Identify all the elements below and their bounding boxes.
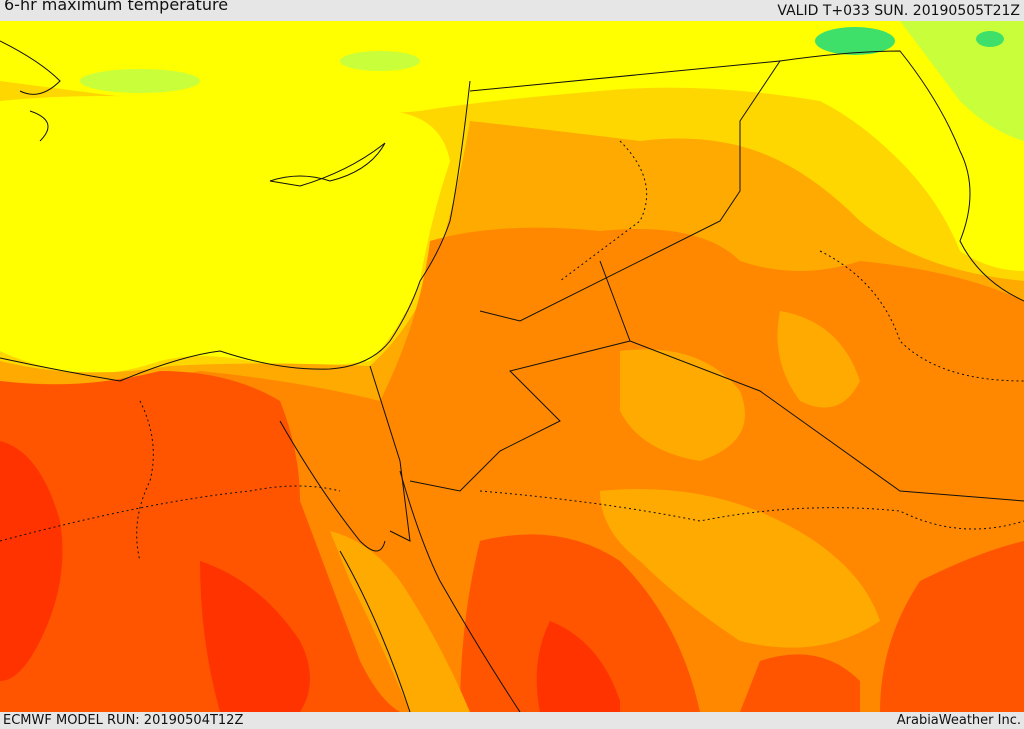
footer-bar: ECMWF MODEL RUN: 20190504T12Z ArabiaWeat…	[0, 712, 1024, 729]
saudi-internal-border	[479, 490, 1024, 530]
levant-egypt-coast	[0, 80, 471, 382]
region-redorange-hijaz	[460, 534, 700, 712]
valid-time-label: VALID T+033 SUN. 20190505T21Z	[777, 3, 1020, 19]
model-run-label: ECMWF MODEL RUN: 20190504T12Z	[3, 713, 244, 728]
map-title: 6-hr maximum temperature	[4, 0, 229, 14]
credit-label: ArabiaWeather Inc.	[896, 713, 1021, 728]
internal-borders	[0, 140, 1024, 562]
egypt-internal-border	[0, 485, 341, 542]
temperature-map	[0, 21, 1024, 712]
region-lightgreen-n	[340, 51, 420, 71]
region-lightgreen-nw	[80, 69, 200, 93]
iraq-saudi-border	[629, 340, 1024, 502]
iran-iraq-border	[779, 50, 1024, 302]
region-red-west	[0, 441, 63, 681]
region-redorange-egypt	[0, 371, 400, 712]
region-amber-inner-2	[777, 311, 860, 408]
coastlines	[0, 40, 1024, 712]
region-amber-inner-1	[620, 349, 745, 461]
region-redorange-east	[880, 541, 1024, 712]
region-green-ne-2	[976, 31, 1004, 47]
aegean-coast	[0, 40, 61, 95]
region-red-arabia	[536, 621, 620, 712]
crete-coast	[29, 110, 49, 142]
region-red-nile	[200, 561, 310, 712]
red-sea-west-coast	[339, 550, 411, 712]
region-lightgreen-ne	[820, 21, 1024, 141]
cyprus-coast	[269, 142, 386, 187]
header-bar: 6-hr maximum temperature VALID T+033 SUN…	[0, 0, 1024, 21]
sinai-border	[369, 365, 411, 542]
region-mediterranean	[0, 96, 450, 375]
region-amber-inner-3	[600, 489, 880, 648]
red-sea-east-coast	[399, 470, 521, 712]
region-yellow-north	[0, 21, 1024, 271]
map-canvas	[0, 21, 1024, 712]
iraq-internal-border	[819, 250, 1024, 382]
gulf-of-suez	[279, 420, 386, 552]
egypt-governorate-border	[136, 400, 154, 562]
region-green-ne	[815, 27, 895, 55]
syria-internal-border	[559, 140, 648, 282]
region-red-sea	[330, 531, 470, 712]
region-redorange-south	[740, 654, 860, 712]
